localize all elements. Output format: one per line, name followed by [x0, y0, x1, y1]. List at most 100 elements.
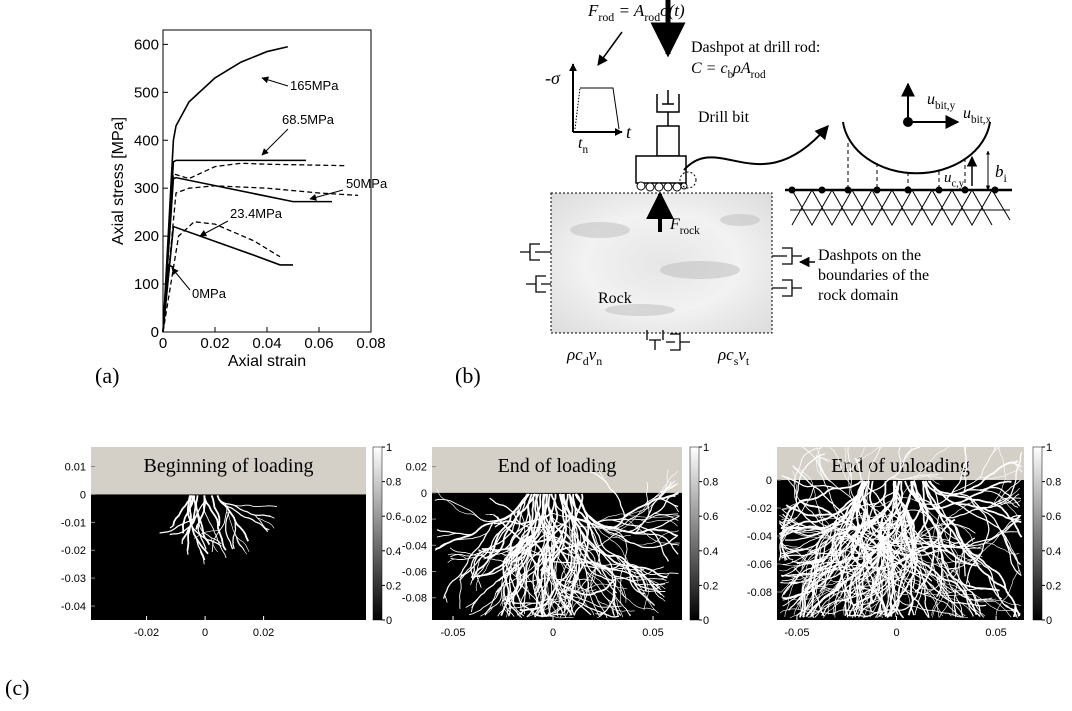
- colorbar: [1033, 447, 1042, 620]
- y-tick-label: 400: [134, 132, 159, 149]
- x-tick-label: 0.02: [253, 627, 274, 639]
- colorbar-tick-label: 0.4: [703, 546, 718, 558]
- y-tick-label: 100: [134, 276, 159, 293]
- figure: (a) (b) (c) 00.020.040.060.0801002003004…: [0, 0, 1072, 711]
- formula-subscript: n: [582, 144, 588, 156]
- y-tick-label: -0.01: [61, 517, 86, 529]
- boundary-note: rock domain: [818, 287, 898, 304]
- dashpot-title: Dashpot at drill rod:: [691, 39, 820, 56]
- pulse-x-label: t: [626, 122, 632, 142]
- y-tick-label: 0.02: [406, 462, 427, 474]
- colorbar-tick-label: 0: [703, 615, 709, 627]
- x-tick-label: -0.02: [134, 627, 159, 639]
- curve-label: 68.5MPa: [282, 112, 335, 127]
- formula-part: u: [963, 105, 971, 122]
- formula-subscript: rod: [598, 10, 614, 24]
- x-tick-label: 0: [550, 627, 556, 639]
- annotation-arrow: [262, 129, 288, 155]
- curve-label: 50MPa: [346, 176, 388, 191]
- colorbar-tick-label: 0.8: [1046, 477, 1061, 489]
- x-tick-label: -0.05: [784, 627, 809, 639]
- colorbar-tick-label: 0.2: [386, 580, 401, 592]
- colorbar-tick-label: 0: [1046, 615, 1052, 627]
- bit-surface: [843, 122, 990, 173]
- formula-part: ρc: [717, 345, 734, 364]
- x-tick-label: 0: [893, 627, 899, 639]
- drill-bit-label: Drill bit: [698, 109, 750, 126]
- formula-subscript: c,y: [952, 179, 965, 190]
- formula-subscript: n: [596, 354, 602, 368]
- y-tick-label: 500: [134, 84, 159, 101]
- colorbar-tick-label: 1: [703, 442, 709, 454]
- formula-part: ρc: [566, 345, 583, 364]
- annotation-arrow: [172, 268, 190, 290]
- plot-title: Beginning of loading: [144, 455, 314, 477]
- stress-curve: [163, 227, 293, 332]
- y-tick-label: 600: [134, 36, 159, 53]
- formula-part: u: [927, 91, 935, 108]
- curve-label: 165MPa: [290, 78, 339, 93]
- y-tick-label: -0.04: [61, 601, 86, 613]
- y-tick-label: -0.02: [747, 503, 772, 515]
- b-i-label: bi: [995, 162, 1008, 185]
- y-tick-label: 0: [766, 475, 772, 487]
- pulse-y-label: -σ: [545, 68, 561, 88]
- u-c-y-label: uc,y: [944, 170, 965, 190]
- y-tick-label: -0.04: [402, 540, 427, 552]
- x-tick-label: 0: [202, 627, 208, 639]
- y-tick-label: -0.04: [747, 531, 772, 543]
- formula-subscript: i: [1004, 171, 1008, 185]
- formula-part: = A: [614, 1, 645, 20]
- stress-curve: [163, 222, 280, 332]
- crack: [187, 551, 188, 555]
- stress-curve: [163, 178, 332, 332]
- y-tick-label: -0.02: [402, 514, 427, 526]
- annotation-arrow: [262, 78, 288, 86]
- formula-subscript: rod: [644, 10, 660, 24]
- panel-label: (b): [455, 363, 481, 388]
- pulse-arrow: [598, 32, 622, 65]
- crack: [982, 409, 995, 449]
- y-axis-label: Axial stress [MPa]: [110, 117, 127, 245]
- colorbar: [690, 447, 699, 620]
- x-tick-label: -0.05: [440, 627, 465, 639]
- y-tick-label: -0.06: [402, 567, 427, 579]
- formula-subscript: t: [746, 354, 750, 368]
- formula-part: F: [587, 1, 599, 20]
- y-tick-label: 0: [151, 324, 159, 341]
- y-tick-label: 0: [421, 488, 427, 500]
- y-tick-label: -0.06: [747, 559, 772, 571]
- lattice: [790, 190, 1010, 225]
- x-tick-label: 0.05: [642, 627, 663, 639]
- y-tick-label: -0.08: [747, 587, 772, 599]
- y-tick-label: 200: [134, 228, 159, 245]
- formula-part: σ(t): [660, 1, 685, 20]
- pulse-tn-label: tn: [578, 135, 588, 156]
- pulse-rise: [575, 88, 580, 129]
- panel-label: (c): [5, 675, 29, 700]
- colorbar-tick-label: 0.2: [703, 580, 718, 592]
- curve-label: 0MPa: [192, 286, 227, 301]
- colorbar-tick-label: 1: [1046, 442, 1052, 454]
- x-tick-label: 0.02: [200, 335, 229, 352]
- y-tick-label: 0: [80, 489, 86, 501]
- x-tick-label: 0: [159, 335, 167, 352]
- y-tick-label: -0.02: [61, 545, 86, 557]
- colorbar-tick-label: 0.6: [386, 511, 401, 523]
- boundary-note: boundaries of the: [818, 267, 929, 284]
- formula-part: C = c: [691, 60, 728, 77]
- formula-subscript: rod: [751, 69, 766, 81]
- detail-arrow: [684, 126, 828, 170]
- bottom-normal-label: ρcdvn: [566, 345, 602, 368]
- rock-label: Rock: [598, 290, 632, 307]
- y-tick-label: -0.03: [61, 573, 86, 585]
- pulse: [580, 88, 619, 129]
- colorbar-tick-label: 0.8: [703, 477, 718, 489]
- formula-part: b: [995, 162, 1004, 181]
- formula-part: F: [669, 216, 680, 233]
- bit-body: [636, 156, 686, 183]
- colorbar-tick-label: 0.6: [703, 511, 718, 523]
- y-tick-label: 300: [134, 180, 159, 197]
- u-bit-x-label: ubit,x: [963, 105, 992, 126]
- formula-subscript: bit,x: [971, 114, 992, 126]
